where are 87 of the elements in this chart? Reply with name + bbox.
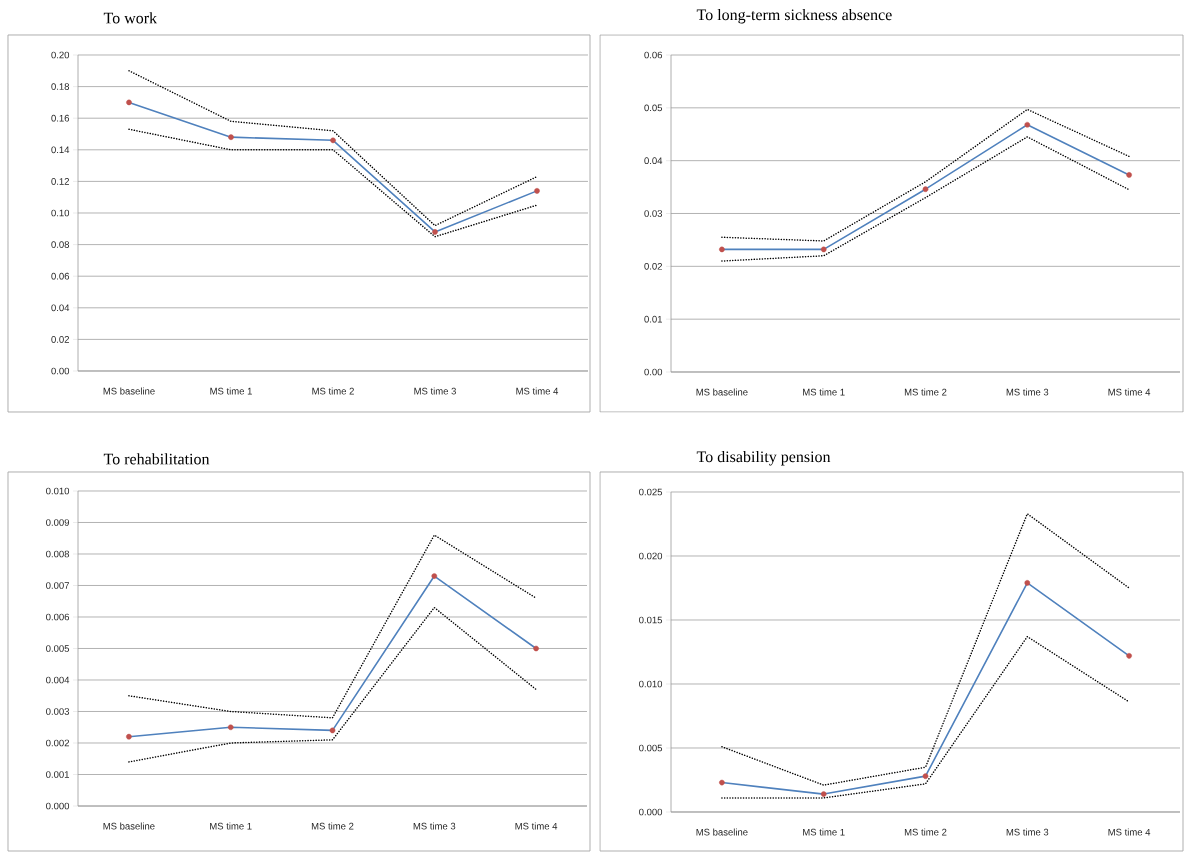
point: [227, 724, 234, 731]
y-tick-label: 0.05: [644, 104, 663, 112]
y-tick-label: 0.002: [46, 739, 69, 747]
point: [1024, 580, 1031, 586]
line-series: [128, 606, 537, 763]
y-tick-label: 0.04: [51, 304, 70, 312]
chart-title: To work: [103, 12, 158, 24]
point: [719, 246, 725, 253]
point: [228, 134, 234, 140]
x-tick-label: MS time 3: [1006, 828, 1049, 836]
x-tick-label: MS time 1: [803, 388, 845, 396]
point: [1126, 172, 1132, 178]
x-tick-label: MS time 4: [515, 822, 558, 830]
y-tick-label: 0.020: [639, 552, 663, 560]
y-tick-label: 0.000: [46, 802, 70, 810]
y-tick-label: 0.000: [639, 808, 663, 816]
point: [1126, 653, 1132, 659]
point: [533, 645, 539, 652]
chart-title: To disability pension: [696, 450, 831, 466]
y-tick-label: 0.015: [639, 616, 663, 624]
x-tick-label: MS time 1: [803, 828, 845, 836]
y-tick-label: 0.20: [51, 51, 70, 59]
x-tick-label: MS baseline: [696, 828, 748, 836]
point: [922, 773, 929, 779]
x-tick-label: MS time 2: [311, 822, 354, 830]
line-series: [128, 534, 537, 719]
x-tick-label: MS time 1: [210, 387, 252, 395]
y-tick-label: 0.006: [46, 613, 70, 621]
line-series: [128, 70, 538, 227]
y-tick-label: 0.14: [51, 146, 70, 154]
y-tick-label: 0.007: [46, 582, 69, 589]
point: [820, 246, 827, 253]
x-tick-label: MS time 2: [904, 388, 947, 396]
x-tick-label: MS baseline: [103, 822, 155, 830]
point: [534, 188, 540, 194]
line-series: [721, 136, 1130, 262]
y-tick-label: 0.01: [644, 315, 662, 323]
x-tick-label: MS time 4: [1108, 828, 1151, 836]
x-tick-label: MS time 2: [312, 387, 354, 395]
y-tick-label: 0.06: [51, 272, 70, 280]
x-tick-label: MS time 2: [904, 828, 947, 836]
y-tick-label: 0.025: [639, 488, 663, 496]
x-tick-label: MS time 3: [414, 387, 456, 395]
y-tick-label: 0.001: [46, 771, 69, 778]
y-tick-label: 0.12: [51, 178, 69, 185]
y-tick-label: 0.18: [51, 83, 70, 90]
point: [820, 791, 827, 797]
line-series: [721, 108, 1130, 242]
x-tick-label: MS time 3: [413, 822, 456, 830]
point: [126, 733, 132, 740]
y-tick-label: 0.02: [644, 262, 662, 270]
line-series: [128, 128, 538, 238]
point: [719, 779, 725, 786]
x-tick-label: MS time 1: [210, 822, 252, 830]
chart-title: To rehabilitation: [103, 453, 210, 465]
y-tick-label: 0.008: [46, 550, 70, 558]
y-tick-label: 0.003: [46, 708, 70, 715]
y-tick-label: 0.010: [639, 680, 663, 688]
chart-title: To long-term sickness absence: [696, 8, 892, 24]
y-tick-label: 0.03: [644, 210, 663, 217]
point: [1024, 121, 1031, 128]
point: [431, 573, 438, 579]
y-tick-label: 0.00: [644, 368, 663, 376]
y-tick-label: 0.005: [639, 744, 663, 752]
line-series: [721, 513, 1130, 786]
x-tick-label: MS baseline: [696, 388, 748, 396]
line-series: [721, 635, 1130, 799]
x-tick-label: MS time 4: [516, 387, 559, 395]
point: [329, 727, 336, 734]
y-tick-label: 0.08: [51, 241, 70, 248]
y-tick-label: 0.004: [46, 676, 70, 684]
point: [126, 99, 132, 106]
x-tick-label: MS time 4: [1108, 388, 1151, 396]
y-tick-label: 0.009: [46, 519, 70, 526]
y-tick-label: 0.10: [51, 209, 70, 217]
y-tick-label: 0.02: [51, 336, 69, 343]
y-tick-label: 0.005: [46, 645, 70, 652]
point: [330, 137, 336, 144]
y-tick-label: 0.04: [644, 157, 663, 165]
y-tick-label: 0.06: [644, 51, 663, 59]
point: [922, 186, 929, 192]
point: [432, 229, 438, 235]
x-tick-label: MS time 3: [1006, 388, 1049, 396]
x-tick-label: MS baseline: [103, 387, 155, 395]
y-tick-label: 0.16: [51, 114, 70, 122]
y-tick-label: 0.00: [51, 367, 70, 375]
y-tick-label: 0.010: [46, 487, 70, 495]
